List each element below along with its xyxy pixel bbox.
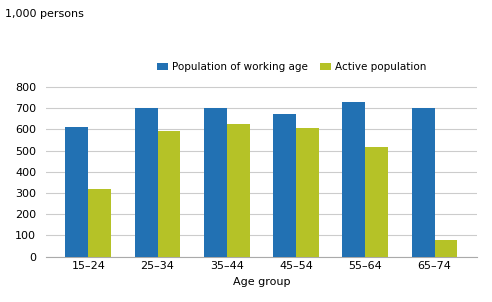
Bar (135, 108, 157, 257)
Bar (342, 102, 365, 257)
Bar (227, 124, 249, 257)
Bar (434, 239, 458, 257)
Bar (157, 131, 181, 257)
Bar (204, 108, 227, 257)
Bar (273, 114, 296, 257)
Legend: Population of working age, Active population: Population of working age, Active popula… (153, 58, 430, 76)
Bar (88, 189, 111, 257)
Bar (365, 147, 388, 257)
Bar (65, 127, 88, 257)
Bar (412, 108, 434, 257)
X-axis label: Age group: Age group (233, 277, 290, 287)
Bar (296, 128, 319, 257)
Text: 1,000 persons: 1,000 persons (5, 9, 84, 19)
